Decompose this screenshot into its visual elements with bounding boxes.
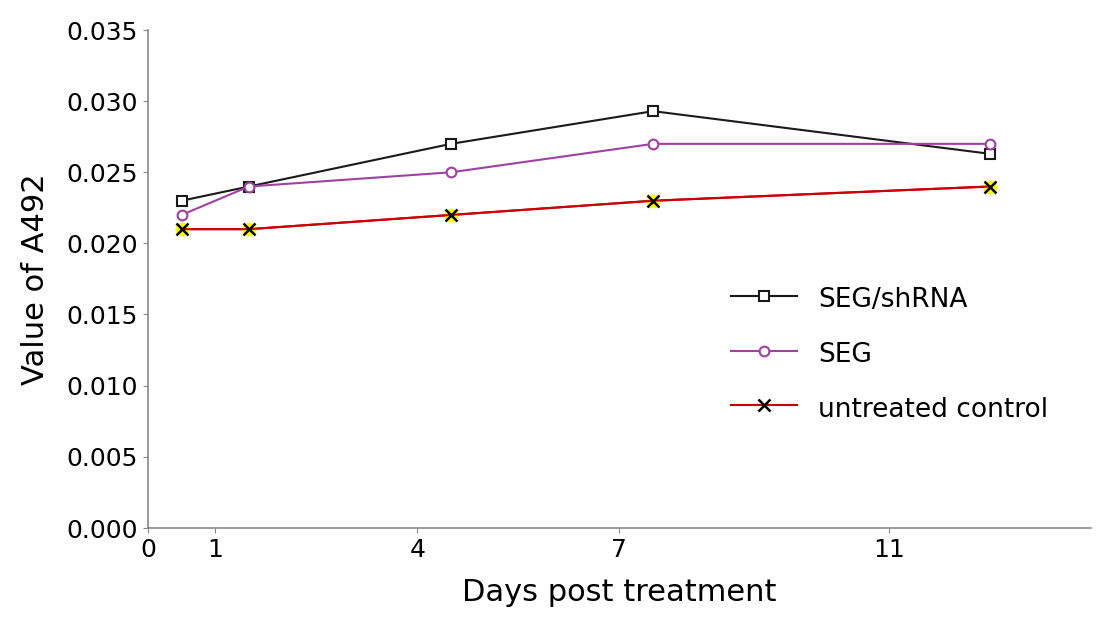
untreated control [174, 225, 188, 233]
SEG [982, 140, 995, 148]
SEG [444, 169, 458, 176]
SEG/shRNA [242, 183, 256, 190]
untreated control [982, 183, 995, 190]
SEG [174, 212, 188, 219]
untreated control [645, 197, 659, 205]
SEG/shRNA [174, 197, 188, 205]
SEG/shRNA [982, 150, 995, 158]
Line: SEG/shRNA: SEG/shRNA [177, 107, 994, 206]
X-axis label: Days post treatment: Days post treatment [462, 578, 777, 607]
SEG/shRNA [444, 140, 458, 148]
SEG/shRNA [645, 107, 659, 115]
Line: untreated control: untreated control [176, 180, 995, 236]
untreated control [444, 212, 458, 219]
Line: SEG: SEG [177, 139, 994, 220]
untreated control [242, 225, 256, 233]
Legend: SEG/shRNA, SEG, untreated control: SEG/shRNA, SEG, untreated control [720, 274, 1058, 433]
SEG [242, 183, 256, 190]
Y-axis label: Value of A492: Value of A492 [21, 173, 50, 385]
SEG [645, 140, 659, 148]
